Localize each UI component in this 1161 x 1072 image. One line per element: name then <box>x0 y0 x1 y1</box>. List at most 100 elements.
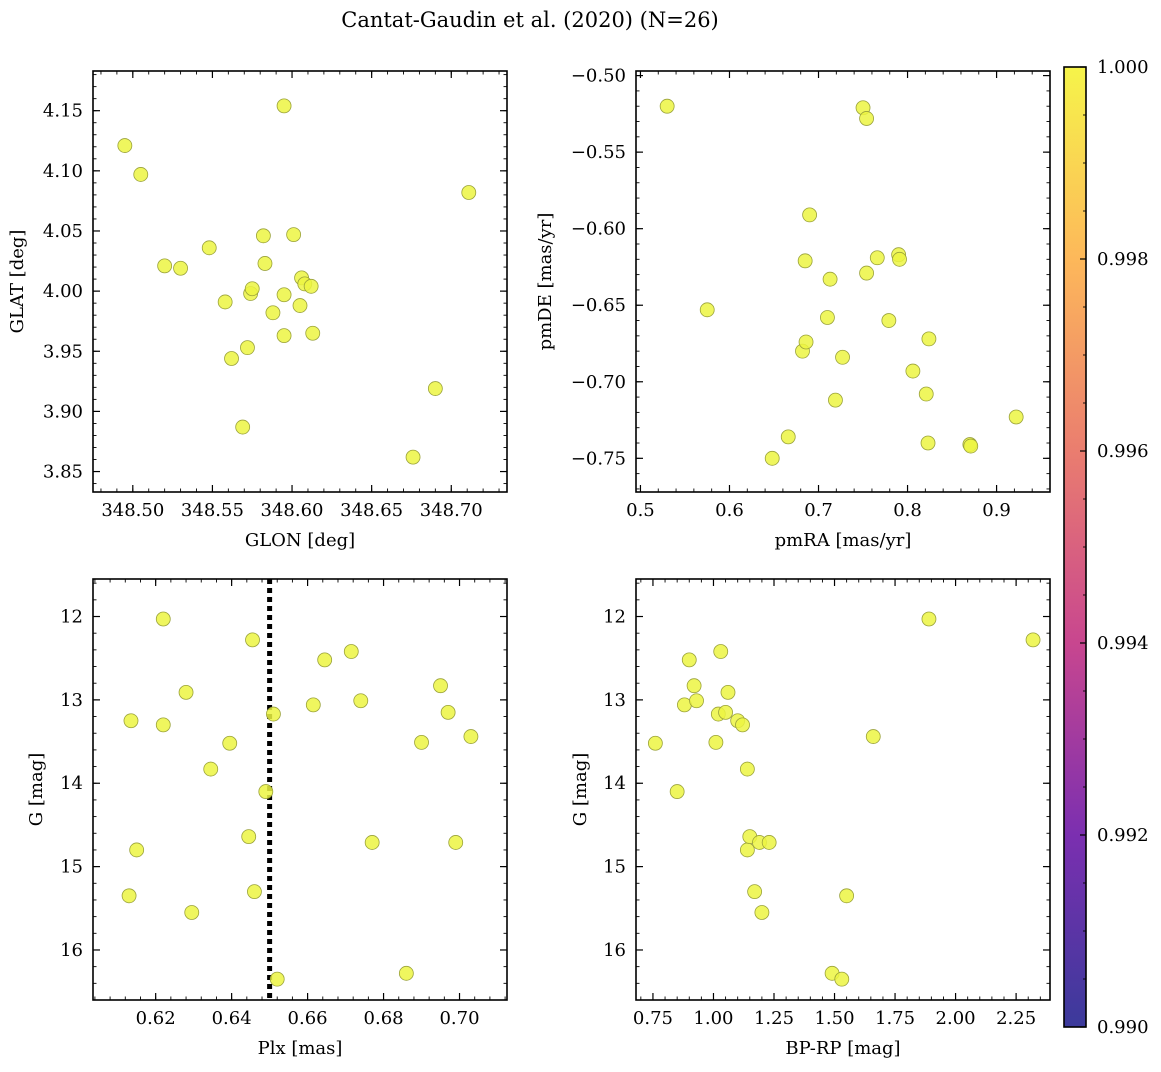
x-tick-label: 0.75 <box>633 1008 673 1029</box>
y-tick-label: 13 <box>603 690 626 711</box>
axes-frame <box>635 578 1051 1001</box>
glon-glat-point <box>276 328 292 344</box>
plx-g-point <box>353 693 369 709</box>
y-tick-label: −0.60 <box>571 219 626 240</box>
y-tick-label: −0.65 <box>571 295 626 316</box>
glon-glat-point <box>265 305 281 321</box>
bprp-g-point <box>708 734 724 750</box>
y-tick-label: −0.55 <box>571 142 626 163</box>
x-tick-label: 348.55 <box>181 500 244 521</box>
x-tick-label: 0.70 <box>439 1008 479 1029</box>
x-tick-label: 1.25 <box>754 1008 794 1029</box>
pmra-pmde-point <box>920 435 936 451</box>
pmra-pmde-point <box>802 207 818 223</box>
y-tick-label: −0.70 <box>571 372 626 393</box>
x-tick-label: 2.25 <box>996 1008 1036 1029</box>
y-axis-label: pmDE [mas/yr] <box>535 213 556 351</box>
bprp-g-point <box>739 842 755 858</box>
x-tick-label: 0.64 <box>212 1008 252 1029</box>
pmra-pmde-point <box>918 386 934 402</box>
y-tick-label: 4.05 <box>43 221 83 242</box>
axes-frame <box>635 70 1051 493</box>
pmra-pmde-point <box>822 271 838 287</box>
plx-g-point <box>155 611 171 627</box>
plx-g-point <box>414 734 429 750</box>
plx-g-point <box>203 761 219 777</box>
plx-g-point <box>123 713 139 729</box>
colorbar-tick-label: 1.000 <box>1097 57 1149 78</box>
colorbar-tick-label: 0.990 <box>1097 1017 1149 1038</box>
bprp-g-point <box>1025 632 1041 648</box>
y-tick-label: 16 <box>603 940 626 961</box>
plx-g-point <box>305 697 321 713</box>
colorbar-gradient <box>1064 67 1086 1027</box>
pmra-pmde-point <box>835 349 850 365</box>
colorbar-tick-label: 0.998 <box>1097 249 1149 270</box>
plx-g-point <box>269 971 285 987</box>
y-axis-label: G [mag] <box>26 753 47 826</box>
bprp-g-color-magnitude-panel: 0.75 1.00 1.25 1.50 1.75 2.00 2.25 12 13 14 15 16 BP… <box>570 578 1051 1059</box>
x-tick-label: 1.00 <box>693 1008 733 1029</box>
axes-frame <box>92 578 508 1001</box>
x-tick-label: 348.60 <box>261 500 324 521</box>
y-axis-label: G [mag] <box>570 753 591 826</box>
bprp-g-point <box>686 678 702 694</box>
glon-glat-point <box>405 449 421 465</box>
glon-glat-point <box>240 340 255 356</box>
y-tick-label: 13 <box>60 690 83 711</box>
plx-g-point <box>155 717 171 733</box>
x-tick-label: 2.00 <box>936 1008 976 1029</box>
glon-glat-point <box>217 294 233 310</box>
x-tick-label: 0.8 <box>893 500 922 521</box>
colorbar-tick-label: 0.996 <box>1097 441 1149 462</box>
pmra-pmde-point <box>921 331 937 347</box>
x-tick-label: 0.7 <box>804 500 833 521</box>
plx-g-point <box>178 684 194 700</box>
bprp-g-point <box>754 905 770 920</box>
colorbar-tick-label: 0.994 <box>1097 633 1149 654</box>
pmra-pmde-point <box>699 302 715 318</box>
colorbar-tick-label: 0.992 <box>1097 825 1149 846</box>
y-tick-label: 12 <box>60 607 83 628</box>
plx-g-point <box>258 784 274 799</box>
y-tick-label: −0.50 <box>571 66 626 87</box>
plx-g-point <box>448 835 464 850</box>
y-tick-label: 4.00 <box>43 281 83 302</box>
bprp-g-point <box>718 704 733 720</box>
y-tick-label: 3.95 <box>43 341 83 362</box>
plx-g-point <box>317 652 333 668</box>
bprp-g-point <box>921 611 937 627</box>
pmra-pmde-point <box>764 450 780 466</box>
x-tick-label: 0.6 <box>715 500 744 521</box>
pmra-pmde-point <box>859 111 874 126</box>
plx-g-scatter-panel: 0.62 0.64 0.66 0.68 0.70 12 13 14 15 16 Plx [mas] G… <box>26 578 508 1059</box>
x-tick-label: 0.68 <box>364 1008 404 1029</box>
x-tick-label: 348.70 <box>420 500 483 521</box>
y-tick-label: 15 <box>603 857 626 878</box>
pmra-pmde-point <box>1008 409 1024 425</box>
bprp-g-point <box>735 717 750 733</box>
bprp-g-point <box>647 735 663 751</box>
glon-glat-point <box>305 325 321 341</box>
pmra-pmde-point <box>963 438 979 454</box>
bprp-g-point <box>713 644 729 659</box>
plx-g-point <box>121 888 137 904</box>
bprp-g-point <box>834 971 850 987</box>
plx-g-point <box>266 706 281 722</box>
bprp-g-point <box>839 888 855 904</box>
bprp-g-point <box>720 684 736 700</box>
plx-g-point <box>241 829 257 845</box>
colorbar: 0.990 0.992 0.994 0.996 0.998 1.000 <box>1063 57 1149 1038</box>
y-axis-label: GLAT [deg] <box>7 230 28 334</box>
y-tick-label: 16 <box>60 940 83 961</box>
glon-glat-point <box>157 258 173 274</box>
x-tick-label: 1.50 <box>814 1008 854 1029</box>
x-tick-label: 0.9 <box>982 500 1011 521</box>
pmra-pmde-point <box>828 392 843 408</box>
glon-glat-point <box>292 298 308 313</box>
glon-glat-point <box>276 287 292 303</box>
x-tick-label: 348.50 <box>101 500 164 521</box>
y-tick-label: 14 <box>603 773 626 794</box>
pmra-pmde-point <box>881 313 897 328</box>
